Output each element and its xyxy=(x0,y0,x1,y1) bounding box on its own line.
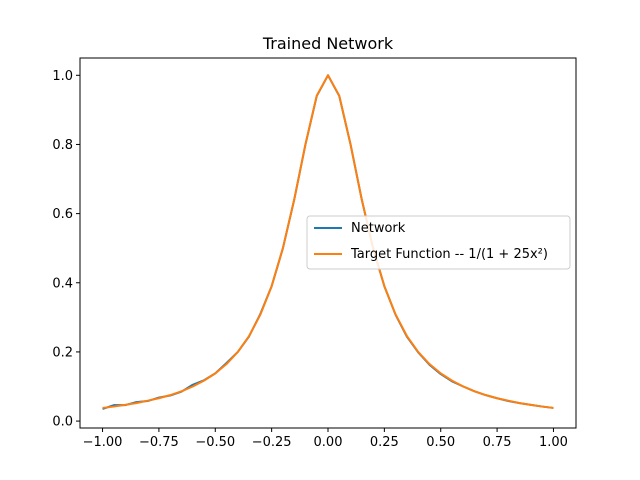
x-tick-label: 0.00 xyxy=(314,435,343,450)
x-tick-label: 0.50 xyxy=(426,435,455,450)
x-tick-label: −0.25 xyxy=(252,435,292,450)
series-layer xyxy=(102,74,554,410)
y-tick-label: 1.0 xyxy=(52,69,73,84)
x-tick-label: −0.75 xyxy=(139,435,179,450)
legend-label-network: Network xyxy=(351,221,406,236)
x-axis: −1.00 −0.75 −0.50 −0.25 0.00 0.25 0.50 0.75 1.00 xyxy=(83,428,568,450)
series-line-target xyxy=(102,74,554,409)
legend-label-target: Target Function -- 1/(1 + 25x²) xyxy=(350,247,548,262)
x-tick-label: 0.25 xyxy=(370,435,399,450)
chart-title: Trained Network xyxy=(262,34,394,53)
y-axis: 0.0 0.2 0.4 0.6 0.8 1.0 xyxy=(52,69,80,430)
y-tick-label: 0.4 xyxy=(52,276,73,291)
legend: Network Target Function -- 1/(1 + 25x²) xyxy=(306,215,571,270)
y-tick-label: 0.0 xyxy=(52,415,73,430)
y-tick-label: 0.2 xyxy=(52,345,73,360)
y-tick-label: 0.6 xyxy=(52,207,73,222)
x-tick-label: 0.75 xyxy=(483,435,512,450)
x-tick-label: −0.50 xyxy=(195,435,235,450)
y-tick-label: 0.8 xyxy=(52,138,73,153)
x-tick-label: −1.00 xyxy=(83,435,123,450)
x-tick-label: 1.00 xyxy=(539,435,568,450)
legend-box xyxy=(306,215,571,270)
